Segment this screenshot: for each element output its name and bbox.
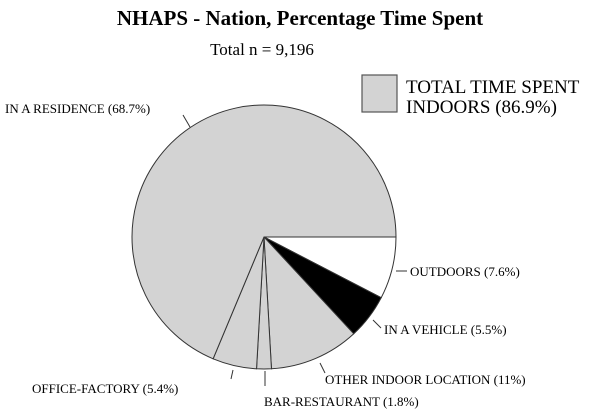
- slice-in-a-residence: [131, 104, 397, 360]
- leader-lines: [182, 114, 407, 386]
- leader-line-in-a-residence: [182, 114, 191, 128]
- label-bar-restaurant: BAR-RESTAURANT (1.8%): [264, 394, 419, 409]
- legend-swatch: [361, 74, 398, 113]
- label-other-indoor: OTHER INDOOR LOCATION (11%): [325, 372, 526, 387]
- label-office-factory: OFFICE-FACTORY (5.4%): [32, 381, 178, 396]
- leader-line-office-factory: [230, 369, 234, 380]
- leader-line-other-indoor: [319, 362, 326, 374]
- slice-other-indoor: [263, 235, 355, 370]
- label-outdoors: OUTDOORS (7.6%): [410, 264, 520, 279]
- label-in-a-vehicle: IN A VEHICLE (5.5%): [384, 322, 507, 337]
- leader-line-in-a-vehicle: [372, 319, 382, 329]
- pie-slices: [131, 104, 397, 370]
- legend-line-1: TOTAL TIME SPENT: [406, 77, 580, 98]
- legend-line-2: INDOORS (86.9%): [406, 97, 557, 118]
- label-in-a-residence: IN A RESIDENCE (68.7%): [5, 101, 150, 116]
- chart-subtitle: Total n = 9,196: [210, 40, 314, 59]
- chart-title: NHAPS - Nation, Percentage Time Spent: [117, 6, 483, 30]
